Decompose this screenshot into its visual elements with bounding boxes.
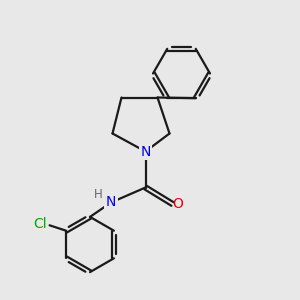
Text: H: H	[94, 188, 103, 201]
Text: Cl: Cl	[33, 217, 47, 231]
Text: O: O	[172, 197, 183, 211]
Text: N: N	[140, 145, 151, 158]
Text: N: N	[106, 196, 116, 209]
